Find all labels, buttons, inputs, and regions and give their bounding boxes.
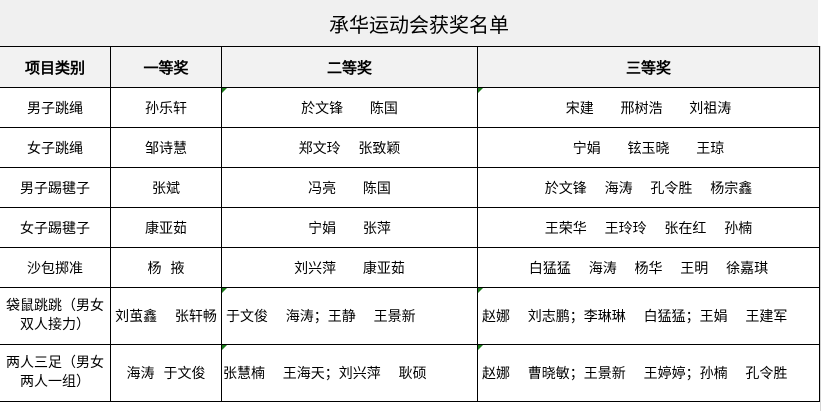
cell-first[interactable]: 孙乐轩	[110, 87, 222, 128]
table-row: 男子踢毽子 张斌 冯亮 陈国 於文锋 海涛 孔令胜 杨宗鑫	[0, 167, 820, 208]
cell-category[interactable]: 女子跳绳	[0, 127, 111, 168]
header-category[interactable]: 项目类别	[0, 46, 111, 88]
header-first-prize[interactable]: 一等奖	[110, 46, 222, 88]
grid-line	[820, 46, 824, 411]
cell-first[interactable]: 刘茧鑫 张轩畅	[110, 287, 222, 345]
cell-third[interactable]: 赵娜 曹晓敏；王景新 王婷婷；孙楠 孔令胜	[477, 344, 820, 402]
cell-second[interactable]: 刘兴萍 康亚茹	[221, 247, 478, 288]
header-second-prize[interactable]: 二等奖	[221, 46, 478, 88]
cell-third[interactable]: 白猛猛 海涛 杨华 王明 徐嘉琪	[477, 247, 820, 288]
table-row: 袋鼠跳跳（男女双人接力） 刘茧鑫 张轩畅 于文俊 海涛；王静 王景新 赵娜 刘志…	[0, 287, 820, 345]
cell-second[interactable]: 张慧楠 王海天；刘兴萍 耿硕	[221, 344, 478, 402]
cell-second[interactable]: 於文锋 陈国	[221, 87, 478, 128]
cell-third[interactable]: 赵娜 刘志鹏；李琳琳 白猛猛；王娟 王建军	[477, 287, 820, 345]
header-third-prize[interactable]: 三等奖	[477, 46, 820, 88]
cell-category[interactable]: 两人三足（男女两人一组）	[0, 344, 111, 402]
cell-category[interactable]: 沙包掷准	[0, 247, 111, 288]
cell-second[interactable]: 于文俊 海涛；王静 王景新	[221, 287, 478, 345]
header-row: 项目类别 一等奖 二等奖 三等奖	[0, 46, 820, 88]
cell-third[interactable]: 於文锋 海涛 孔令胜 杨宗鑫	[477, 167, 820, 208]
sheet-title-text: 承华运动会获奖名单	[329, 13, 509, 37]
table-row: 两人三足（男女两人一组） 海涛 于文俊 张慧楠 王海天；刘兴萍 耿硕 赵娜 曹晓…	[0, 344, 820, 402]
table-row: 女子踢毽子 康亚茹 宁娟 张萍 王荣华 王玲玲 张在红 孙楠	[0, 207, 820, 248]
cell-category[interactable]: 女子踢毽子	[0, 207, 111, 248]
cell-first[interactable]: 张斌	[110, 167, 222, 208]
cell-category[interactable]: 男子跳绳	[0, 87, 111, 128]
sheet-title[interactable]: 承华运动会获奖名单	[0, 0, 818, 47]
cell-category[interactable]: 男子踢毽子	[0, 167, 111, 208]
table-row: 女子跳绳 邹诗慧 郑文玲 张致颖 宁娟 铉玉晓 王琼	[0, 127, 820, 168]
cell-first[interactable]: 海涛 于文俊	[110, 344, 222, 402]
cell-second[interactable]: 冯亮 陈国	[221, 167, 478, 208]
cell-second[interactable]: 宁娟 张萍	[221, 207, 478, 248]
cell-third[interactable]: 宋建 邢树浩 刘祖涛	[477, 87, 820, 128]
cell-third[interactable]: 宁娟 铉玉晓 王琼	[477, 127, 820, 168]
table-row: 沙包掷准 杨 掖 刘兴萍 康亚茹 白猛猛 海涛 杨华 王明 徐嘉琪	[0, 247, 820, 288]
cell-first[interactable]: 康亚茹	[110, 207, 222, 248]
cell-second[interactable]: 郑文玲 张致颖	[221, 127, 478, 168]
cell-first[interactable]: 杨 掖	[110, 247, 222, 288]
cell-third[interactable]: 王荣华 王玲玲 张在红 孙楠	[477, 207, 820, 248]
cell-category[interactable]: 袋鼠跳跳（男女双人接力）	[0, 287, 111, 345]
cell-first[interactable]: 邹诗慧	[110, 127, 222, 168]
table-row: 男子跳绳 孙乐轩 於文锋 陈国 宋建 邢树浩 刘祖涛	[0, 87, 820, 128]
awards-table: 项目类别 一等奖 二等奖 三等奖 男子跳绳 孙乐轩 於文锋 陈国 宋建 邢树浩 …	[0, 46, 820, 402]
